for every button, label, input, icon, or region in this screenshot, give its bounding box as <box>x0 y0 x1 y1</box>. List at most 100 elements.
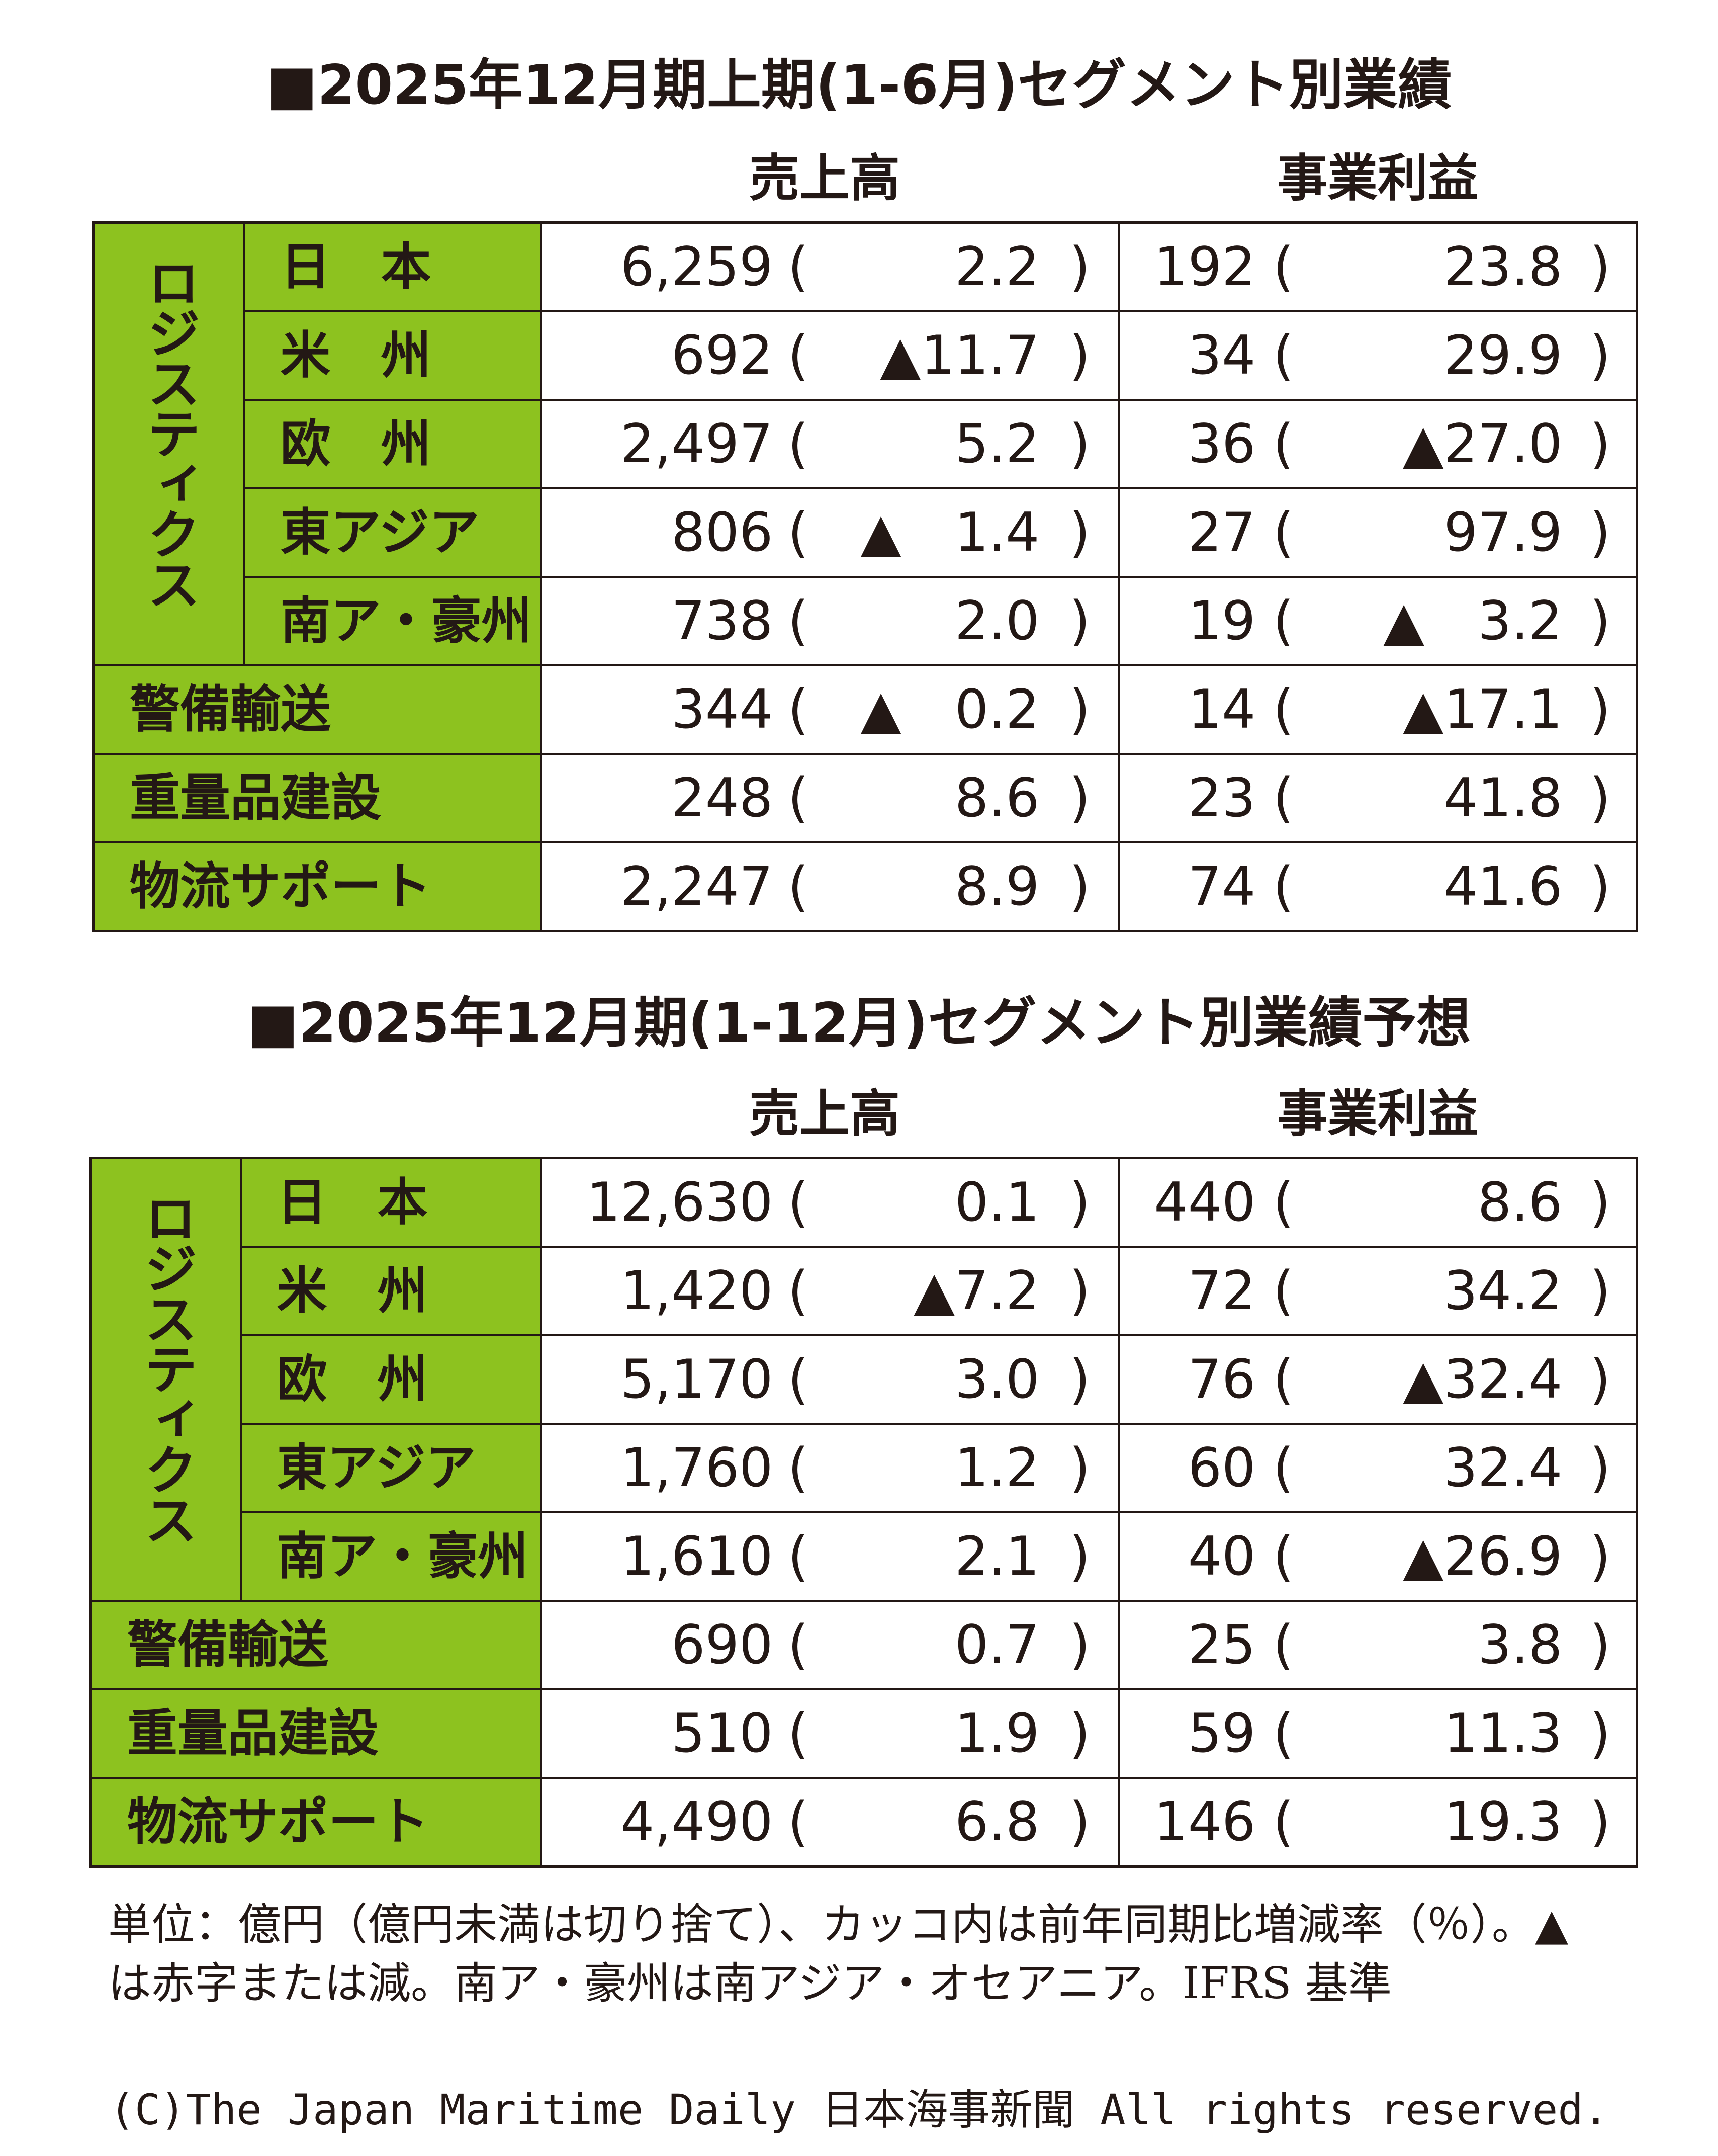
profit-cell: 440 (8.6) <box>1118 1157 1638 1248</box>
profit-cell: 27 (97.9) <box>1118 487 1638 578</box>
table-row: 米 州 1,420(▲7.2) 72 (34.2) <box>91 1246 1638 1336</box>
close-paren: ) <box>1589 855 1611 917</box>
open-paren: ( <box>787 1348 809 1410</box>
profit-cell: 76 (▲32.4) <box>1118 1334 1638 1425</box>
sales-change: ▲11.7 <box>879 324 1040 386</box>
profit-change: 32.4 <box>1443 1437 1563 1499</box>
profit-change: 41.6 <box>1443 855 1563 917</box>
open-paren: ( <box>1273 1260 1294 1322</box>
close-paren: ) <box>1069 1525 1091 1587</box>
sales-cell: 1,420(▲7.2) <box>539 1246 1120 1336</box>
open-paren: ( <box>1273 236 1294 298</box>
sales-change: 1.2 <box>954 1437 1040 1499</box>
open-paren: ( <box>787 1702 809 1764</box>
segment-label: 警備輸送 <box>89 1600 542 1690</box>
sales-value: 2,497 <box>620 413 773 475</box>
sales-change: 8.9 <box>954 855 1040 917</box>
profit-change: 41.8 <box>1443 767 1563 829</box>
profit-value: 34 <box>1188 324 1256 386</box>
sales-change: ▲ 0.2 <box>860 678 1040 740</box>
table1-segment-table: ロジスティクス日 本 6,259(2.2) 192(23.8) 米 州 692(▲11.… <box>92 221 1638 932</box>
sales-change: 2.0 <box>954 590 1040 652</box>
profit-cell: 25 (3.8) <box>1118 1600 1638 1690</box>
sales-value: 248 <box>671 767 773 829</box>
table1-profit-header: 事業利益 <box>1277 149 1478 208</box>
sales-cell: 510(1.9) <box>539 1688 1120 1779</box>
segment-label: 日 本 <box>243 221 542 312</box>
close-paren: ) <box>1589 1525 1611 1587</box>
open-paren: ( <box>787 1525 809 1587</box>
sales-value: 738 <box>671 590 773 652</box>
sales-cell: 806( ▲ 1.4) <box>539 487 1120 578</box>
profit-change: 23.8 <box>1443 236 1563 298</box>
open-paren: ( <box>787 767 809 829</box>
sales-cell: 690(0.7) <box>539 1600 1120 1690</box>
open-paren: ( <box>1273 590 1294 652</box>
segment-label: 警備輸送 <box>92 664 542 755</box>
segment-label: 東アジア <box>239 1423 542 1513</box>
segment-label: 物流サポート <box>89 1777 542 1868</box>
sales-change: ▲ 1.4 <box>860 501 1040 563</box>
open-paren: ( <box>1273 1171 1294 1233</box>
table2-profit-header: 事業利益 <box>1277 1084 1478 1143</box>
close-paren: ) <box>1589 236 1611 298</box>
open-paren: ( <box>1273 678 1294 740</box>
profit-value: 72 <box>1188 1260 1256 1322</box>
profit-change: ▲17.1 <box>1402 678 1563 740</box>
table-row: 警備輸送 690(0.7) 25(3.8) <box>89 1600 1638 1690</box>
footnote-line1: 単位：億円（億円未満は切り捨て）、カッコ内は前年同期比増減率（％）。▲ <box>108 1900 1569 1950</box>
open-paren: ( <box>1273 1791 1294 1853</box>
profit-value: 14 <box>1188 678 1256 740</box>
close-paren: ) <box>1069 324 1091 386</box>
sales-value: 5,170 <box>620 1348 773 1410</box>
profit-cell: 74 (41.6) <box>1118 841 1638 932</box>
sales-change: 6.8 <box>954 1791 1040 1853</box>
table2-title: ■2025年12月期(1-12月)セグメント別業績予想 <box>247 992 1471 1055</box>
sales-value: 2,247 <box>620 855 773 917</box>
segment-label: 米 州 <box>239 1246 542 1336</box>
profit-cell: 60 (32.4) <box>1118 1423 1638 1513</box>
close-paren: ) <box>1589 1614 1611 1676</box>
close-paren: ) <box>1589 1260 1611 1322</box>
segment-label: 欧 州 <box>243 399 542 489</box>
close-paren: ) <box>1589 501 1611 563</box>
table-row: ロジスティクス日 本 6,259(2.2) 192(23.8) <box>92 221 1638 666</box>
sales-cell: 738(2.0) <box>539 576 1120 666</box>
profit-change: 34.2 <box>1443 1260 1563 1322</box>
sales-cell: 692(▲11.7) <box>539 310 1120 401</box>
group-label: ロジスティクス <box>135 1191 197 1543</box>
open-paren: ( <box>787 590 809 652</box>
close-paren: ) <box>1589 1171 1611 1233</box>
sales-value: 690 <box>671 1614 773 1676</box>
profit-value: 146 <box>1154 1791 1256 1853</box>
sales-cell: 5,170(3.0) <box>539 1334 1120 1425</box>
open-paren: ( <box>787 501 809 563</box>
open-paren: ( <box>1273 1437 1294 1499</box>
profit-change: 29.9 <box>1443 324 1563 386</box>
segment-label: 重量品建設 <box>89 1688 542 1779</box>
close-paren: ) <box>1069 590 1091 652</box>
close-paren: ) <box>1069 236 1091 298</box>
close-paren: ) <box>1069 767 1091 829</box>
profit-change: ▲ 3.2 <box>1383 590 1563 652</box>
sales-value: 6,259 <box>620 236 773 298</box>
table1-body: ロジスティクス日 本 6,259(2.2) 192(23.8) 米 州 692(▲11.… <box>92 221 1638 932</box>
open-paren: ( <box>1273 1525 1294 1587</box>
table-row: 欧 州 5,170(3.0) 76(▲32.4) <box>91 1334 1638 1425</box>
sales-change: 3.0 <box>954 1348 1040 1410</box>
sales-value: 806 <box>671 501 773 563</box>
sales-cell: 2,247(8.9) <box>539 841 1120 932</box>
open-paren: ( <box>787 324 809 386</box>
open-paren: ( <box>1273 1614 1294 1676</box>
close-paren: ) <box>1589 767 1611 829</box>
profit-value: 59 <box>1188 1702 1256 1764</box>
close-paren: ) <box>1069 1614 1091 1676</box>
close-paren: ) <box>1589 324 1611 386</box>
sales-value: 1,420 <box>620 1260 773 1322</box>
profit-value: 19 <box>1188 590 1256 652</box>
sales-value: 12,630 <box>586 1171 773 1233</box>
segment-label: 日 本 <box>239 1157 542 1248</box>
sales-cell: 248(8.6) <box>539 753 1120 843</box>
close-paren: ) <box>1069 501 1091 563</box>
open-paren: ( <box>1273 413 1294 475</box>
